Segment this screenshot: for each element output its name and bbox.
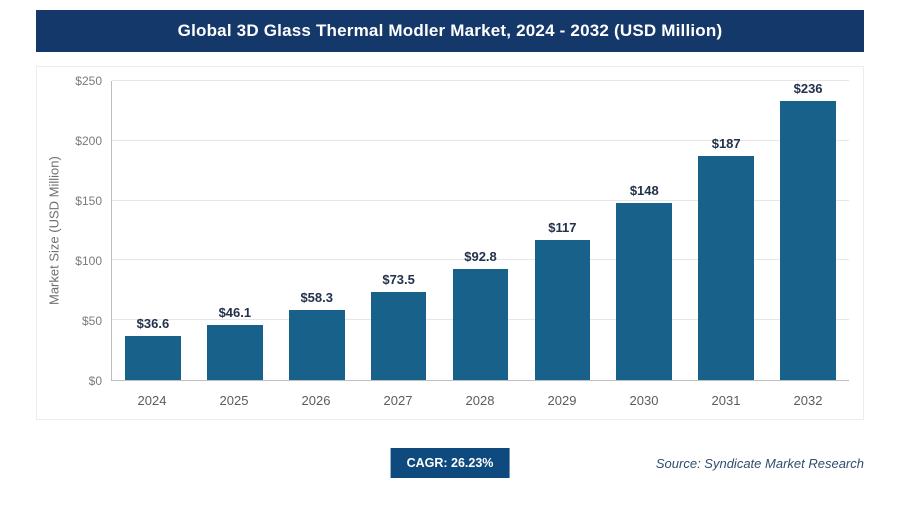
plot-area: $36.6 $46.1 $58.3 $73.5 $92.8 $117 $148 $187 $23…	[111, 80, 849, 381]
bar-column: $46.1	[194, 81, 276, 380]
bar-2026	[288, 310, 345, 380]
y-tick-label: $50	[81, 314, 102, 328]
bar-value-label: $36.6	[136, 316, 170, 332]
bar-value-label: $148	[629, 183, 659, 198]
y-tick-label: $0	[88, 374, 102, 388]
bar-column: $36.6	[112, 81, 194, 380]
bar-2029	[534, 240, 591, 380]
bar-value-label: $58.3	[300, 290, 333, 306]
bar-value-label: $117	[548, 220, 577, 236]
bar-column: $236	[767, 81, 849, 380]
x-tick-label: 2026	[301, 392, 331, 408]
bars: $36.6 $46.1 $58.3 $73.5 $92.8 $117 $148 $187 $23…	[112, 81, 849, 380]
bar-column: $187	[685, 81, 767, 380]
bar-chart: Market Size (USD Million) $0 $50 $100 $150 $…	[43, 74, 849, 413]
y-tick-label: $150	[75, 194, 102, 208]
bar-column: $58.3	[276, 81, 358, 380]
x-tick-label: 2029	[547, 392, 577, 408]
chart-panel: Market Size (USD Million) $0 $50 $100 $150 $…	[36, 66, 864, 420]
bar-value-label: $92.8	[464, 249, 497, 265]
bar-2024	[125, 336, 181, 380]
bar-column: $92.8	[440, 81, 522, 380]
bar-2025	[207, 324, 263, 380]
bar-value-label: $187	[711, 136, 741, 152]
x-tick-label: 2024	[137, 392, 167, 408]
gridline	[112, 199, 849, 201]
bar-2027	[370, 292, 427, 380]
x-tick-label: 2028	[465, 392, 495, 408]
gridline	[112, 139, 849, 141]
cagr-badge: CAGR: 26.23%	[390, 448, 510, 478]
y-ticks: $0 $50 $100 $150 $200 $250	[65, 74, 111, 388]
x-tick-label: 2031	[711, 392, 741, 408]
bar-value-label: $46.1	[218, 304, 252, 320]
y-tick-label: $100	[75, 254, 102, 268]
x-labels: 2024 2025 2026 2027 2028 2029 2030 2031 2032	[111, 381, 849, 413]
gridline	[112, 80, 849, 81]
bar-column: $148	[603, 81, 685, 380]
bar-value-label: $73.5	[382, 272, 415, 288]
gridline	[112, 259, 849, 261]
x-tick-label: 2025	[219, 392, 249, 408]
bar-2028	[452, 269, 509, 380]
bar-2030	[616, 203, 673, 380]
y-axis-title: Market Size (USD Million)	[46, 156, 62, 306]
x-tick-label: 2032	[793, 392, 823, 408]
bar-value-label: $236	[793, 81, 823, 96]
chart-title-bar: Global 3D Glass Thermal Modler Market, 2…	[36, 10, 864, 52]
chart-title: Global 3D Glass Thermal Modler Market, 2…	[177, 21, 723, 40]
y-tick-label: $250	[75, 74, 102, 88]
chart-footer: CAGR: 26.23% Source: Syndicate Market Re…	[36, 448, 864, 482]
x-tick-label: 2030	[629, 392, 659, 408]
bar-2032	[780, 101, 836, 380]
source-attribution: Source: Syndicate Market Research	[655, 456, 864, 471]
bar-column: $117	[521, 81, 603, 380]
y-tick-label: $200	[75, 134, 102, 148]
bar-column: $73.5	[358, 81, 440, 380]
bar-2031	[698, 156, 755, 380]
x-tick-label: 2027	[383, 392, 413, 408]
